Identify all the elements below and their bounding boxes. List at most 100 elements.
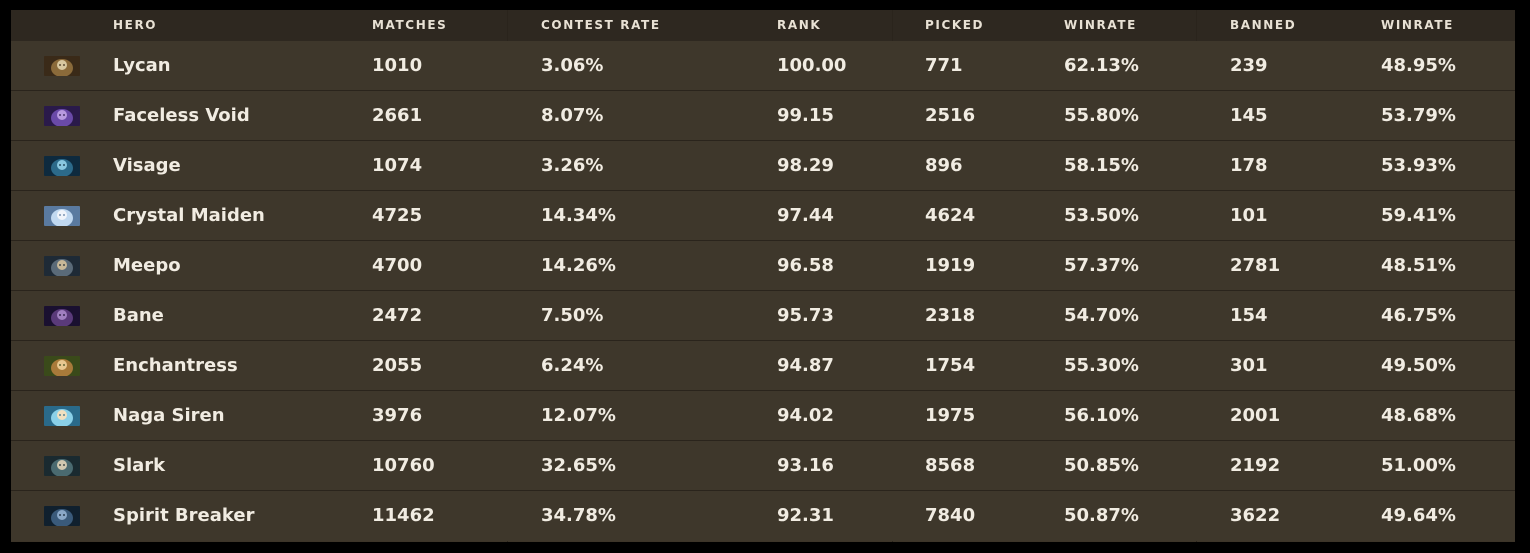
picked-value: 1754 — [925, 355, 976, 376]
table-row[interactable]: Slark 10760 32.65% 93.16 8568 50.85% 219… — [11, 441, 1515, 491]
banned-value: 301 — [1230, 355, 1268, 376]
picked-winrate-value: 62.13% — [1064, 55, 1139, 76]
banned-winrate-value: 48.68% — [1381, 405, 1456, 426]
slark-portrait-icon — [44, 456, 80, 476]
picked-value: 1919 — [925, 255, 976, 276]
picked-winrate-value: 58.15% — [1064, 155, 1139, 176]
hero-name[interactable]: Enchantress — [113, 355, 238, 376]
banned-winrate-value: 49.64% — [1381, 505, 1456, 526]
header-hero[interactable]: HERO — [113, 18, 158, 32]
table-row[interactable]: Faceless Void 2661 8.07% 99.15 2516 55.8… — [11, 91, 1515, 141]
table-row[interactable]: Naga Siren 3976 12.07% 94.02 1975 56.10%… — [11, 391, 1515, 441]
hero-name[interactable]: Slark — [113, 455, 166, 476]
hero-name[interactable]: Crystal Maiden — [113, 205, 265, 226]
table-row[interactable]: Spirit Breaker 11462 34.78% 92.31 7840 5… — [11, 491, 1515, 541]
header-rank[interactable]: RANK — [777, 18, 822, 32]
table-body: Lycan 1010 3.06% 100.00 771 62.13% 239 4… — [11, 41, 1515, 541]
picked-winrate-value: 53.50% — [1064, 205, 1139, 226]
matches-value: 3976 — [372, 405, 423, 426]
hero-name[interactable]: Meepo — [113, 255, 181, 276]
picked-winrate-value: 50.85% — [1064, 455, 1139, 476]
contest-rate-value: 14.34% — [541, 205, 616, 226]
naga-siren-portrait-icon — [44, 406, 80, 426]
visage-portrait-icon — [44, 156, 80, 176]
contest-rate-value: 12.07% — [541, 405, 616, 426]
header-banned-winrate[interactable]: WINRATE — [1381, 18, 1454, 32]
faceless-void-portrait-icon — [44, 106, 80, 126]
picked-winrate-value: 56.10% — [1064, 405, 1139, 426]
rank-value: 92.31 — [777, 505, 834, 526]
contest-rate-value: 6.24% — [541, 355, 604, 376]
banned-winrate-value: 53.79% — [1381, 105, 1456, 126]
bane-portrait-icon — [44, 306, 80, 326]
banned-value: 2192 — [1230, 455, 1281, 476]
picked-value: 896 — [925, 155, 963, 176]
picked-value: 7840 — [925, 505, 976, 526]
header-contest-rate[interactable]: CONTEST RATE — [541, 18, 661, 32]
table-row[interactable]: Meepo 4700 14.26% 96.58 1919 57.37% 2781… — [11, 241, 1515, 291]
table-header: HERO MATCHES CONTEST RATE RANK PICKED WI… — [11, 10, 1515, 41]
picked-winrate-value: 55.30% — [1064, 355, 1139, 376]
spirit-breaker-portrait-icon — [44, 506, 80, 526]
picked-winrate-value: 55.80% — [1064, 105, 1139, 126]
picked-value: 4624 — [925, 205, 976, 226]
hero-name[interactable]: Spirit Breaker — [113, 505, 255, 526]
matches-value: 1010 — [372, 55, 423, 76]
header-picked[interactable]: PICKED — [925, 18, 985, 32]
matches-value: 11462 — [372, 505, 435, 526]
banned-value: 239 — [1230, 55, 1268, 76]
banned-winrate-value: 59.41% — [1381, 205, 1456, 226]
banned-winrate-value: 48.95% — [1381, 55, 1456, 76]
hero-name[interactable]: Faceless Void — [113, 105, 250, 126]
picked-winrate-value: 57.37% — [1064, 255, 1139, 276]
banned-value: 178 — [1230, 155, 1268, 176]
contest-rate-value: 32.65% — [541, 455, 616, 476]
banned-winrate-value: 53.93% — [1381, 155, 1456, 176]
matches-value: 2661 — [372, 105, 423, 126]
lycan-portrait-icon — [44, 56, 80, 76]
rank-value: 94.87 — [777, 355, 834, 376]
matches-value: 2472 — [372, 305, 423, 326]
enchantress-portrait-icon — [44, 356, 80, 376]
header-banned[interactable]: BANNED — [1230, 18, 1297, 32]
contest-rate-value: 8.07% — [541, 105, 604, 126]
contest-rate-value: 34.78% — [541, 505, 616, 526]
matches-value: 1074 — [372, 155, 423, 176]
contest-rate-value: 14.26% — [541, 255, 616, 276]
banned-winrate-value: 48.51% — [1381, 255, 1456, 276]
header-matches[interactable]: MATCHES — [372, 18, 448, 32]
contest-rate-value: 3.06% — [541, 55, 604, 76]
table-row[interactable]: Visage 1074 3.26% 98.29 896 58.15% 178 5… — [11, 141, 1515, 191]
matches-value: 4700 — [372, 255, 423, 276]
hero-name[interactable]: Lycan — [113, 55, 171, 76]
rank-value: 93.16 — [777, 455, 834, 476]
matches-value: 2055 — [372, 355, 423, 376]
rank-value: 95.73 — [777, 305, 834, 326]
table-row[interactable]: Lycan 1010 3.06% 100.00 771 62.13% 239 4… — [11, 41, 1515, 91]
rank-value: 98.29 — [777, 155, 834, 176]
picked-value: 2318 — [925, 305, 976, 326]
hero-name[interactable]: Visage — [113, 155, 181, 176]
contest-rate-value: 7.50% — [541, 305, 604, 326]
picked-winrate-value: 50.87% — [1064, 505, 1139, 526]
header-picked-winrate[interactable]: WINRATE — [1064, 18, 1137, 32]
hero-name[interactable]: Bane — [113, 305, 164, 326]
banned-winrate-value: 46.75% — [1381, 305, 1456, 326]
crystal-maiden-portrait-icon — [44, 206, 80, 226]
rank-value: 94.02 — [777, 405, 834, 426]
contest-rate-value: 3.26% — [541, 155, 604, 176]
rank-value: 97.44 — [777, 205, 834, 226]
table-row[interactable]: Enchantress 2055 6.24% 94.87 1754 55.30%… — [11, 341, 1515, 391]
banned-value: 2781 — [1230, 255, 1281, 276]
banned-winrate-value: 49.50% — [1381, 355, 1456, 376]
banned-value: 3622 — [1230, 505, 1281, 526]
hero-name[interactable]: Naga Siren — [113, 405, 225, 426]
rank-value: 99.15 — [777, 105, 834, 126]
picked-winrate-value: 54.70% — [1064, 305, 1139, 326]
hero-stats-table: HERO MATCHES CONTEST RATE RANK PICKED WI… — [11, 10, 1515, 542]
picked-value: 1975 — [925, 405, 976, 426]
table-row[interactable]: Bane 2472 7.50% 95.73 2318 54.70% 154 46… — [11, 291, 1515, 341]
table-row[interactable]: Crystal Maiden 4725 14.34% 97.44 4624 53… — [11, 191, 1515, 241]
picked-value: 2516 — [925, 105, 976, 126]
rank-value: 100.00 — [777, 55, 847, 76]
